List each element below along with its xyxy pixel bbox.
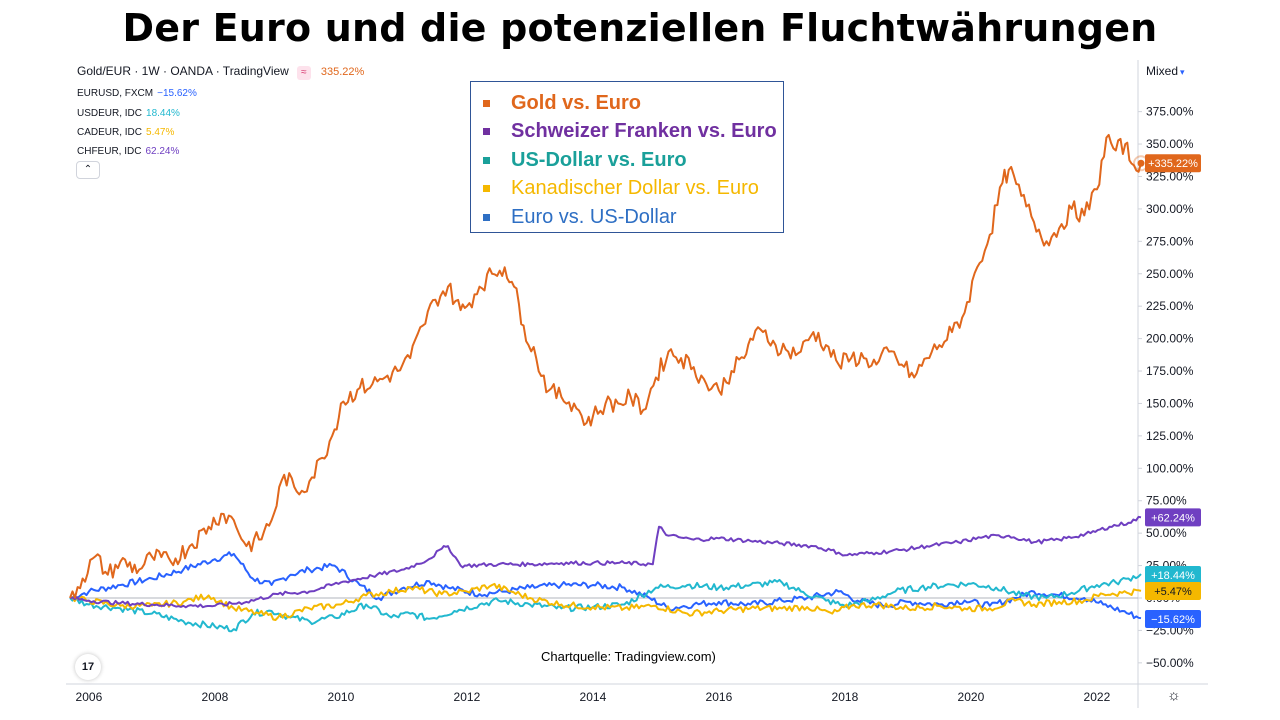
legend-swatch [483,156,490,164]
y-tick-label: −50.00% [1146,656,1194,670]
tradingview-logo-icon[interactable]: 17 [75,654,101,680]
legend-item-usd: US-Dollar vs. Euro [471,146,783,175]
scale-mode-label: Mixed [1146,64,1179,78]
last-value-badge-text: +62.24% [1151,512,1195,524]
legend-swatch [483,99,490,107]
legend-item-eurusd: Euro vs. US-Dollar [471,203,783,232]
x-tick-label: 2014 [580,690,607,704]
y-tick-label: 175.00% [1146,364,1194,378]
series-line-usdeur [69,573,1142,633]
legend-label: US-Dollar vs. Euro [511,148,687,171]
x-tick-label: 2018 [832,690,859,704]
series-line-cadeur [69,582,1142,621]
series-line-gold-eur [69,133,1142,599]
legend-label: Schweizer Franken vs. Euro [511,120,777,143]
legend-label: Kanadischer Dollar vs. Euro [511,177,759,200]
y-tick-label: 375.00% [1146,105,1194,119]
last-value-badge-bg [1145,582,1201,600]
y-tick-label: 350.00% [1146,137,1194,151]
symbol-percent: 335.22% [320,66,365,78]
y-tick-label: 75.00% [1146,494,1187,508]
comparison-label: USDEUR, IDC [77,108,143,119]
x-tick-label: 2006 [76,690,103,704]
comparison-value: 18.44% [146,108,180,119]
legend-swatch [483,213,490,221]
legend-item-cad: Kanadischer Dollar vs. Euro [471,175,783,204]
comparison-value: 62.24% [145,146,180,157]
last-value-badge-bg [1145,610,1201,628]
comparison-eurusd[interactable]: EURUSD, FXCM −15.62% [77,87,197,100]
legend-label: Gold vs. Euro [511,91,642,114]
legend-swatch [483,185,490,193]
settings-icon[interactable]: ☼ [1167,687,1181,704]
comparison-value: 5.47% [146,127,175,138]
y-tick-label: 275.00% [1146,234,1194,248]
compare-icon[interactable]: ≈ [296,66,311,80]
x-tick-label: 2016 [706,690,733,704]
y-tick-label: 200.00% [1146,332,1194,346]
last-value-badge: +5.47% [1145,582,1201,600]
comparison-chfeur[interactable]: CHFEUR, IDC 62.24% [77,145,179,158]
last-value-badge-bg [1145,566,1201,584]
last-value-badge-text: +5.47% [1154,586,1192,598]
comparison-usdeur[interactable]: USDEUR, IDC 18.44% [77,107,180,120]
last-value-badge: +335.22% [1145,154,1201,173]
y-tick-label: 100.00% [1146,461,1194,475]
x-tick-label: 2012 [454,690,481,704]
comparison-label: CADEUR, IDC [77,127,143,138]
series-line-eurusd [69,551,1142,620]
last-value-badge-bg [1145,154,1201,173]
series-line-chfeur [69,515,1142,609]
comparison-label: EURUSD, FXCM [77,88,154,99]
gold-last-marker [1137,159,1145,167]
comparison-cadeur[interactable]: CADEUR, IDC 5.47% [77,126,174,139]
x-tick-label: 2022 [1084,690,1111,704]
x-tick-label: 2008 [202,690,229,704]
symbol-line: Gold/EUR · 1W · OANDA · TradingView [77,64,289,78]
chevron-down-icon: ▾ [1180,67,1185,77]
last-value-badge-text: −15.62% [1151,614,1195,626]
comparison-value: −15.62% [157,88,197,99]
x-tick-label: 2020 [958,690,985,704]
last-value-badge: +62.24% [1145,508,1201,527]
legend-item-chf: Schweizer Franken vs. Euro [471,118,783,147]
x-tick-label: 2010 [328,690,355,704]
last-value-badge: −15.62% [1145,610,1201,628]
last-value-badge-bg [1145,508,1201,527]
page-title: Der Euro und die potenziellen Fluchtwähr… [122,6,1158,50]
source-note: Chartquelle: Tradingview.com) [541,649,716,664]
legend-swatch [483,128,490,136]
y-tick-label: 325.00% [1146,169,1194,183]
last-value-badge-text: +335.22% [1148,158,1198,170]
chevron-up-icon[interactable]: ⌃ [76,161,100,179]
legend-item-gold: Gold vs. Euro [471,89,783,118]
y-tick-label: 300.00% [1146,202,1194,216]
y-tick-label: 250.00% [1146,267,1194,281]
legend-box: Gold vs. Euro Schweizer Franken vs. Euro… [470,81,784,233]
y-tick-label: 150.00% [1146,396,1194,410]
symbol-header[interactable]: Gold/EUR · 1W · OANDA · TradingView ≈335.… [77,65,364,80]
y-tick-label: 50.00% [1146,526,1187,540]
y-tick-label: 225.00% [1146,299,1194,313]
last-value-badge-text: +18.44% [1151,570,1195,582]
legend-label: Euro vs. US-Dollar [511,205,677,228]
y-tick-label: 125.00% [1146,429,1194,443]
scale-mode-dropdown[interactable]: Mixed ▾ [1146,64,1185,78]
last-value-badge: +18.44% [1145,566,1201,584]
comparison-label: CHFEUR, IDC [77,146,142,157]
